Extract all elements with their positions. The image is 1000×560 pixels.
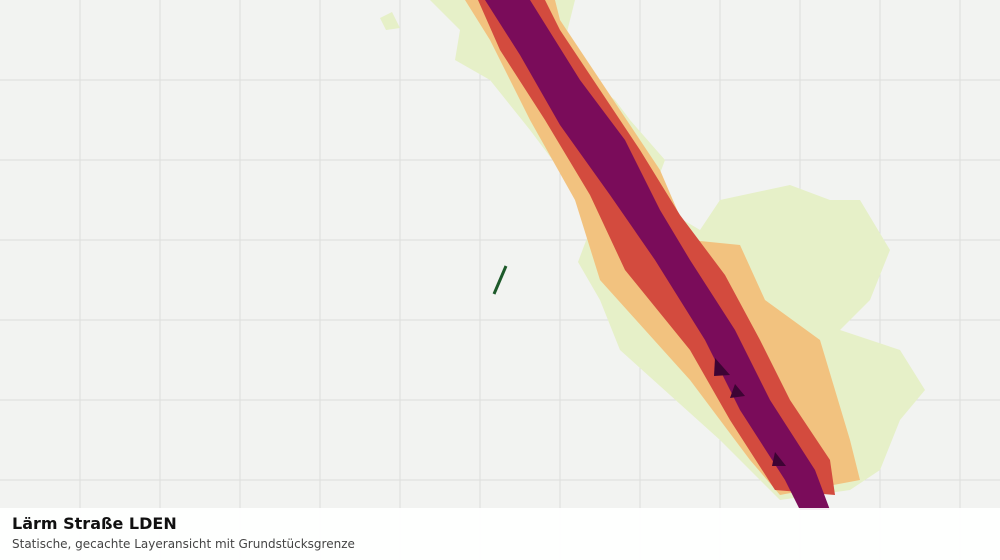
noise-zone-low — [380, 12, 400, 30]
noise-hotspot — [714, 358, 730, 376]
layer-subtitle: Statische, gecachte Layeransicht mit Gru… — [12, 537, 355, 551]
parcel-boundary — [492, 265, 508, 295]
info-panel: Lärm Straße LDEN Statische, gecachte Lay… — [0, 508, 1000, 560]
noise-hotspot — [730, 384, 745, 398]
layer-title: Lärm Straße LDEN — [12, 514, 177, 533]
noise-zone-very-high — [485, 0, 830, 510]
noise-hotspot — [772, 452, 786, 466]
